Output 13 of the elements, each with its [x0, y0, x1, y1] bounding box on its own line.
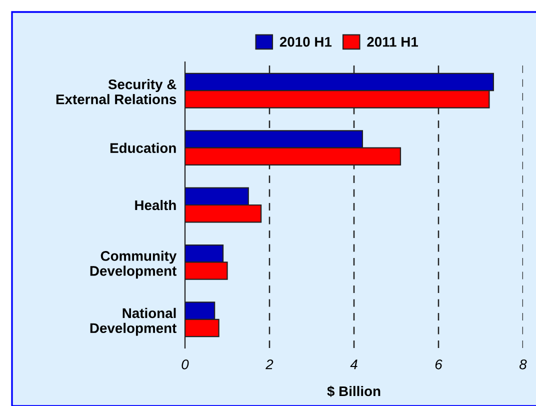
x-tick-label: 4	[350, 360, 358, 370]
x-tick-label: 2	[266, 359, 274, 370]
y-tick-label: Community Development	[90, 250, 177, 279]
x-tick-label: 0	[182, 359, 189, 370]
y-tick-label: Security & External Relations	[56, 79, 176, 104]
y-tick-label: Health	[135, 200, 176, 210]
legend-label: 2011 H1	[367, 36, 418, 47]
x-axis-title: $ Billion	[327, 386, 380, 398]
x-tick-label: 6	[435, 359, 442, 370]
y-tick-label: Education	[110, 142, 176, 153]
legend-label: 2010 H1	[280, 36, 332, 47]
y-tick-label: National Development	[90, 308, 176, 336]
x-tick-label: 8	[520, 359, 527, 370]
